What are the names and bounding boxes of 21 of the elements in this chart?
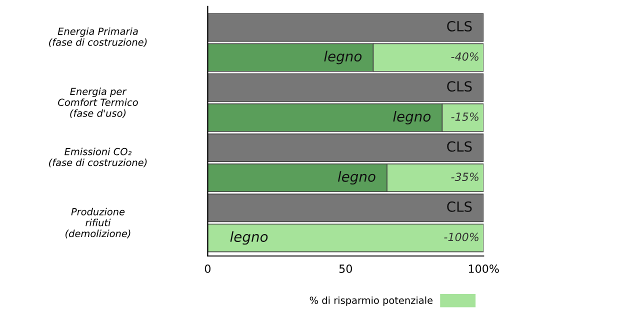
text: legno: [393, 110, 431, 124]
text: legno: [338, 171, 376, 185]
text: legno: [230, 231, 268, 245]
x-tick-label: 0: [204, 264, 210, 273]
data-label: -35%: [451, 172, 478, 182]
text: CLS: [447, 201, 472, 212]
y-tick-label: Energia Primaria (fase di costruzione): [49, 27, 147, 48]
x-tick-label: 50: [339, 264, 352, 273]
series-label: CLS: [447, 141, 472, 152]
series-label: legno: [324, 50, 362, 64]
x-tick-label: 100%: [468, 264, 499, 273]
data-label: -15%: [451, 112, 478, 121]
y-tick-label: Produzione rifiuti (demolizione): [66, 208, 130, 238]
y-tick-label: Energia per Comfort Termico (fase d'uso): [58, 88, 138, 118]
bar: [208, 13, 484, 42]
text: CLS: [447, 81, 472, 92]
legend-label: % di risparmio potenziale: [310, 296, 433, 306]
data-label: -40%: [451, 52, 478, 61]
text: CLS: [447, 20, 472, 32]
data-label: -100%: [444, 232, 478, 242]
y-tick-label: Emissioni CO₂ (fase di costruzione): [49, 148, 147, 168]
